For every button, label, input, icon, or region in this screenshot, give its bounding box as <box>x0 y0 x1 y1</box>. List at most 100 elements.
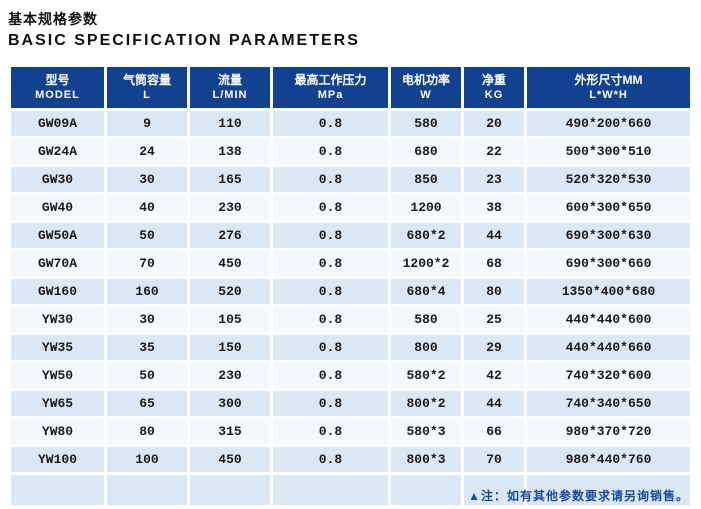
weight-cell: 66 <box>464 419 524 444</box>
pressure-cell: 0.8 <box>273 223 388 248</box>
capacity-cell: 80 <box>107 419 187 444</box>
weight-cell: 44 <box>464 223 524 248</box>
dimensions-cell: 980*370*720 <box>527 419 690 444</box>
column-header-unit: MPa <box>317 89 344 102</box>
pressure-cell: 0.8 <box>273 307 388 332</box>
weight-cell: 44 <box>464 391 524 416</box>
weight-cell: 42 <box>464 363 524 388</box>
power-cell: 680*4 <box>391 279 461 304</box>
dimensions-cell: 1350*400*680 <box>527 279 690 304</box>
table-row-yw65: YW65 65 300 0.8 800*2 44 740*340*650 <box>11 391 690 416</box>
power-cell: 800*2 <box>391 391 461 416</box>
empty-cell <box>190 475 270 505</box>
weight-cell: 80 <box>464 279 524 304</box>
model-cell: GW09A <box>11 111 104 136</box>
capacity-cell: 65 <box>107 391 187 416</box>
page-header: 基本规格参数 BASIC SPECIFICATION PARAMETERS <box>0 0 701 50</box>
power-cell: 850 <box>391 167 461 192</box>
power-cell: 800*3 <box>391 447 461 472</box>
spec-table: 型号 MODEL 气筒容量 L 流量 L/MIN 最高工作压力 MPa 电机功率 W 净重 KG 外形尺… <box>8 64 693 508</box>
model-cell: GW30 <box>11 167 104 192</box>
column-header-capacity: 气筒容量 L <box>107 67 187 108</box>
column-header-unit: L <box>143 89 151 102</box>
column-header-power: 电机功率 W <box>391 67 461 108</box>
weight-cell: 25 <box>464 307 524 332</box>
column-header-weight: 净重 KG <box>464 67 524 108</box>
power-cell: 580 <box>391 111 461 136</box>
flow-cell: 138 <box>190 139 270 164</box>
dimensions-cell: 740*340*650 <box>527 391 690 416</box>
dimensions-cell: 690*300*660 <box>527 251 690 276</box>
column-header-label: 净重 <box>481 72 506 87</box>
table-row-gw24a: GW24A 24 138 0.8 680 22 500*300*510 <box>11 139 690 164</box>
weight-cell: 29 <box>464 335 524 360</box>
column-header-unit: MODEL <box>35 89 80 102</box>
model-cell: YW65 <box>11 391 104 416</box>
weight-cell: 70 <box>464 447 524 472</box>
flow-cell: 520 <box>190 279 270 304</box>
model-cell: YW50 <box>11 363 104 388</box>
table-row-yw100: YW100 100 450 0.8 800*3 70 980*440*760 <box>11 447 690 472</box>
power-cell: 580*2 <box>391 363 461 388</box>
model-cell: YW30 <box>11 307 104 332</box>
column-header-label: 最高工作压力 <box>294 72 367 87</box>
column-header-label: 外形尺寸MM <box>574 72 643 87</box>
table-row-gw09a: GW09A 9 110 0.8 580 20 490*200*660 <box>11 111 690 136</box>
dimensions-cell: 440*440*600 <box>527 307 690 332</box>
dimensions-cell: 740*320*600 <box>527 363 690 388</box>
model-cell: YW80 <box>11 419 104 444</box>
power-cell: 1200*2 <box>391 251 461 276</box>
power-cell: 680 <box>391 139 461 164</box>
flow-cell: 450 <box>190 447 270 472</box>
capacity-cell: 100 <box>107 447 187 472</box>
capacity-cell: 30 <box>107 167 187 192</box>
column-header-model: 型号 MODEL <box>11 67 104 108</box>
pressure-cell: 0.8 <box>273 391 388 416</box>
empty-cell <box>11 475 104 505</box>
capacity-cell: 70 <box>107 251 187 276</box>
capacity-cell: 35 <box>107 335 187 360</box>
spec-table-wrap: 型号 MODEL 气筒容量 L 流量 L/MIN 最高工作压力 MPa 电机功率 W 净重 KG 外形尺… <box>8 64 693 509</box>
power-cell: 1200 <box>391 195 461 220</box>
flow-cell: 110 <box>190 111 270 136</box>
capacity-cell: 40 <box>107 195 187 220</box>
dimensions-cell: 490*200*660 <box>527 111 690 136</box>
pressure-cell: 0.8 <box>273 419 388 444</box>
column-header-label: 电机功率 <box>401 72 450 87</box>
pressure-cell: 0.8 <box>273 195 388 220</box>
flow-cell: 315 <box>190 419 270 444</box>
table-row-yw30: YW30 30 105 0.8 580 25 440*440*600 <box>11 307 690 332</box>
capacity-cell: 160 <box>107 279 187 304</box>
power-cell: 680*2 <box>391 223 461 248</box>
spec-table-header: 型号 MODEL 气筒容量 L 流量 L/MIN 最高工作压力 MPa 电机功率 W 净重 KG 外形尺… <box>11 67 690 108</box>
table-row-yw50: YW50 50 230 0.8 580*2 42 740*320*600 <box>11 363 690 388</box>
weight-cell: 20 <box>464 111 524 136</box>
header-row: 型号 MODEL 气筒容量 L 流量 L/MIN 最高工作压力 MPa 电机功率 W 净重 KG 外形尺… <box>11 67 690 108</box>
model-cell: GW70A <box>11 251 104 276</box>
sales-footnote: ▲注：如有其他参数要求请另询销售。 <box>468 489 689 503</box>
column-header-unit: W <box>420 89 432 102</box>
weight-cell: 23 <box>464 167 524 192</box>
column-header-unit: KG <box>484 89 504 102</box>
empty-cell <box>107 475 187 505</box>
pressure-cell: 0.8 <box>273 139 388 164</box>
capacity-cell: 50 <box>107 223 187 248</box>
empty-cell <box>273 475 388 505</box>
column-header-unit: L/MIN <box>212 89 248 102</box>
weight-cell: 68 <box>464 251 524 276</box>
flow-cell: 300 <box>190 391 270 416</box>
table-row-yw80: YW80 80 315 0.8 580*3 66 980*370*720 <box>11 419 690 444</box>
empty-cell <box>391 475 461 505</box>
flow-cell: 230 <box>190 195 270 220</box>
page-title-chinese: 基本规格参数 <box>8 11 98 27</box>
weight-cell: 22 <box>464 139 524 164</box>
dimensions-cell: 500*300*510 <box>527 139 690 164</box>
dimensions-cell: 980*440*760 <box>527 447 690 472</box>
capacity-cell: 24 <box>107 139 187 164</box>
pressure-cell: 0.8 <box>273 251 388 276</box>
dimensions-cell: 690*300*630 <box>527 223 690 248</box>
flow-cell: 230 <box>190 363 270 388</box>
table-row-gw50a: GW50A 50 276 0.8 680*2 44 690*300*630 <box>11 223 690 248</box>
table-row-gw30: GW30 30 165 0.8 850 23 520*320*530 <box>11 167 690 192</box>
model-cell: GW50A <box>11 223 104 248</box>
